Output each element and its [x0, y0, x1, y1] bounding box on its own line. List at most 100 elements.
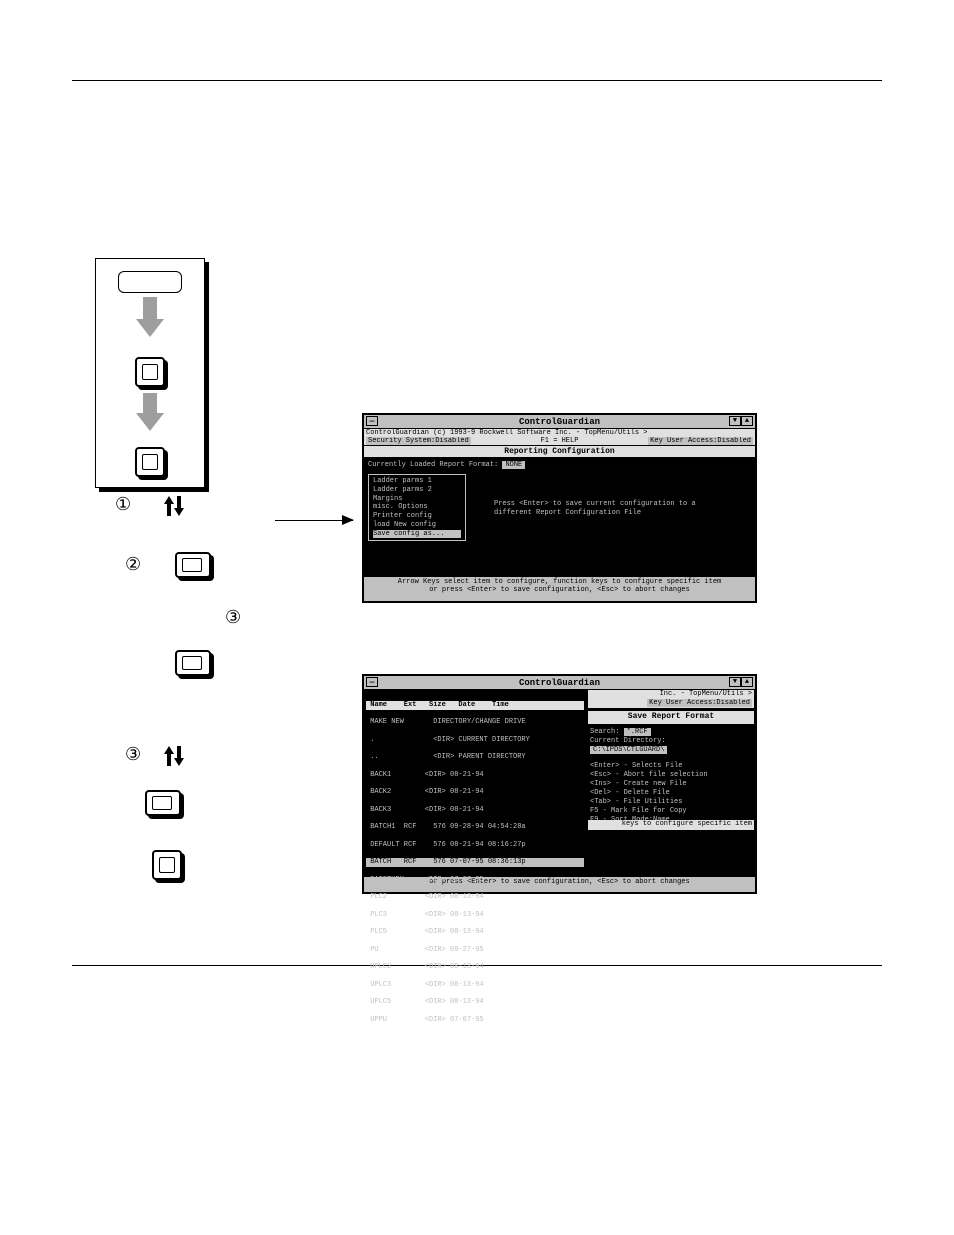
- sysmenu-icon: —: [366, 677, 378, 687]
- hint-line-1: Press <Enter> to save current configurat…: [494, 500, 696, 509]
- step-3-marker-b: ③: [125, 745, 141, 764]
- window1-hint: Press <Enter> to save current configurat…: [494, 500, 696, 518]
- window2-titlebar: — ControlGuardian ▼▲: [364, 676, 755, 690]
- security-status: Security System:Disabled: [366, 437, 471, 445]
- keycap-step-2: [175, 552, 211, 578]
- keycap-step-3a: [175, 650, 211, 676]
- keycap-1: [135, 357, 165, 387]
- table-row[interactable]: MAKE NEW DIRECTORY/CHANGE DRIVE: [366, 718, 584, 727]
- menu-item[interactable]: load New config: [373, 521, 461, 530]
- circled-3a: ③: [225, 608, 241, 626]
- window1-status-line: Security System:Disabled F1 = HELP Key U…: [364, 437, 755, 445]
- table-row[interactable]: UPLC5 <DIR> 08-13-94: [366, 998, 584, 1007]
- table-row[interactable]: PASSTHRU <DIR> 07-07-95: [366, 876, 584, 885]
- footer-line-1: Arrow Keys select item to configure, fun…: [366, 578, 753, 586]
- help-line: <Esc> - Abort file selection: [590, 771, 752, 780]
- file-list-panel: Name Ext Size Date Time MAKE NEW DIRECTO…: [366, 692, 584, 1042]
- circled-3b: ③: [125, 745, 141, 763]
- window2-right-panel: Inc. - TopMenu/Utils > Key User Access:D…: [588, 690, 754, 830]
- step-3-marker-a: ③: [225, 608, 241, 627]
- curdir-label: Current Directory:: [590, 737, 666, 745]
- footer-line-2: or press <Enter> to save configuration, …: [366, 586, 753, 594]
- table-row-selected[interactable]: BATCH RCF 576 07-07-95 08:36:13p: [366, 858, 584, 867]
- menu-item-selected[interactable]: Save config as...: [373, 530, 461, 539]
- table-header: Name Ext Size Date Time: [366, 701, 584, 710]
- table-row[interactable]: PLC5 <DIR> 08-13-94: [366, 928, 584, 937]
- screenshot-reporting-config: — ControlGuardian ▼▲ ControlGuardian (c)…: [362, 413, 757, 603]
- flowchart-box: [95, 258, 205, 488]
- loaded-format-line: Currently Loaded Report Format: NONE: [366, 460, 753, 470]
- window1-subtitle: Reporting Configuration: [364, 445, 755, 458]
- keycap-step-3b2: [152, 850, 182, 880]
- step-1-marker: ①: [115, 495, 131, 514]
- window1-header-line: ControlGuardian (c) 1993-9 Rockwell Soft…: [364, 429, 755, 437]
- table-row[interactable]: BATCH1 RCF 576 09-28-94 04:54:28a: [366, 823, 584, 832]
- loaded-label: Currently Loaded Report Format:: [368, 461, 498, 469]
- table-row[interactable]: BACK2 <DIR> 08-21-94: [366, 788, 584, 797]
- step-2-marker: ②: [125, 555, 141, 574]
- updown-icon-1: [160, 492, 188, 520]
- flowchart-arrow-shaft-2: [143, 393, 157, 413]
- table-row[interactable]: PLC3 <DIR> 08-13-94: [366, 911, 584, 920]
- flowchart-arrow-head-2: [136, 413, 164, 431]
- search-block: Search: *.RCF Current Directory: C:\IPDS…: [588, 725, 754, 758]
- flowchart-arrow-head-1: [136, 319, 164, 337]
- help-block: <Enter> - Selects File <Esc> - Abort fil…: [588, 758, 754, 830]
- menu-item[interactable]: Printer config: [373, 512, 461, 521]
- curdir-value: C:\IPDS\CTLGUARD\: [590, 746, 667, 754]
- help-line: <Tab> - File Utilities: [590, 798, 752, 807]
- window2-buttons: ▼▲: [729, 677, 753, 687]
- help-line: <Del> - Delete File: [590, 789, 752, 798]
- search-label: Search:: [590, 728, 619, 736]
- f1-help: F1 = HELP: [471, 437, 648, 445]
- table-row[interactable]: UPLC3 <DIR> 08-13-94: [366, 981, 584, 990]
- flowchart-slot-top: [118, 271, 182, 293]
- help-line: <Enter> - Selects File: [590, 762, 752, 771]
- menu-item[interactable]: Margins: [373, 495, 461, 504]
- head-right-2: Key User Access:Disabled: [588, 699, 754, 708]
- dir-parent: <DIR> PARENT DIRECTORY: [433, 753, 525, 761]
- table-row[interactable]: UPLC2 <DIR> 08-13-94: [366, 963, 584, 972]
- key-user-access: Key User Access:Disabled: [648, 437, 753, 445]
- key-user-access-2: Key User Access:Disabled: [647, 699, 752, 707]
- horizontal-rule-top: [72, 80, 882, 81]
- help-line: <Ins> - Create new File: [590, 780, 752, 789]
- menu-item[interactable]: Ladder parms 1: [373, 477, 461, 486]
- table-row[interactable]: UPPU <DIR> 07-07-95: [366, 1016, 584, 1025]
- window1-title: ControlGuardian: [519, 417, 600, 427]
- table-row[interactable]: . <DIR> CURRENT DIRECTORY: [366, 736, 584, 745]
- table-row[interactable]: BACK3 <DIR> 08-21-94: [366, 806, 584, 815]
- table-row[interactable]: PLC2 <DIR> 08-13-94: [366, 893, 584, 902]
- table-row[interactable]: DEFAULT RCF 576 08-21-94 08:16:27p: [366, 841, 584, 850]
- table-row[interactable]: .. <DIR> PARENT DIRECTORY: [366, 753, 584, 762]
- connector-arrow: [275, 520, 353, 521]
- window1-titlebar: — ControlGuardian ▼▲: [364, 415, 755, 429]
- window2-body: Name Ext Size Date Time MAKE NEW DIRECTO…: [364, 690, 755, 876]
- keycap-step-3b1: [145, 790, 181, 816]
- menu-item[interactable]: Ladder parms 2: [373, 486, 461, 495]
- menu-item[interactable]: misc. Options: [373, 503, 461, 512]
- dir-current: <DIR> CURRENT DIRECTORY: [433, 736, 530, 744]
- table-row[interactable]: BACK1 <DIR> 08-21-94: [366, 771, 584, 780]
- keycap-2: [135, 447, 165, 477]
- file-table: Name Ext Size Date Time MAKE NEW DIRECTO…: [366, 692, 584, 1042]
- window1-body: Currently Loaded Report Format: NONE Lad…: [364, 458, 755, 576]
- updown-icon-2: [160, 742, 188, 770]
- window1-footer: Arrow Keys select item to configure, fun…: [364, 576, 755, 595]
- head-right-1: Inc. - TopMenu/Utils >: [588, 690, 754, 699]
- right-title: Save Report Format: [588, 710, 754, 724]
- screenshot-save-report: — ControlGuardian ▼▲ Name Ext Size Date …: [362, 674, 757, 894]
- window1-menu: Ladder parms 1 Ladder parms 2 Margins mi…: [368, 474, 466, 541]
- loaded-value: NONE: [502, 461, 525, 469]
- sysmenu-icon: —: [366, 416, 378, 426]
- table-row[interactable]: PU <DIR> 09-27-95: [366, 946, 584, 955]
- search-value: *.RCF: [624, 728, 651, 736]
- help-line: F5 - Mark File for Copy: [590, 807, 752, 816]
- hint-line-2: different Report Configuration File: [494, 509, 696, 518]
- window1-buttons: ▼▲: [729, 416, 753, 426]
- circled-1: ①: [115, 495, 131, 513]
- dir-change: DIRECTORY/CHANGE DRIVE: [433, 718, 525, 726]
- window2-title: ControlGuardian: [519, 678, 600, 688]
- circled-2: ②: [125, 555, 141, 573]
- footer-right: keys to configure specific item: [588, 820, 754, 829]
